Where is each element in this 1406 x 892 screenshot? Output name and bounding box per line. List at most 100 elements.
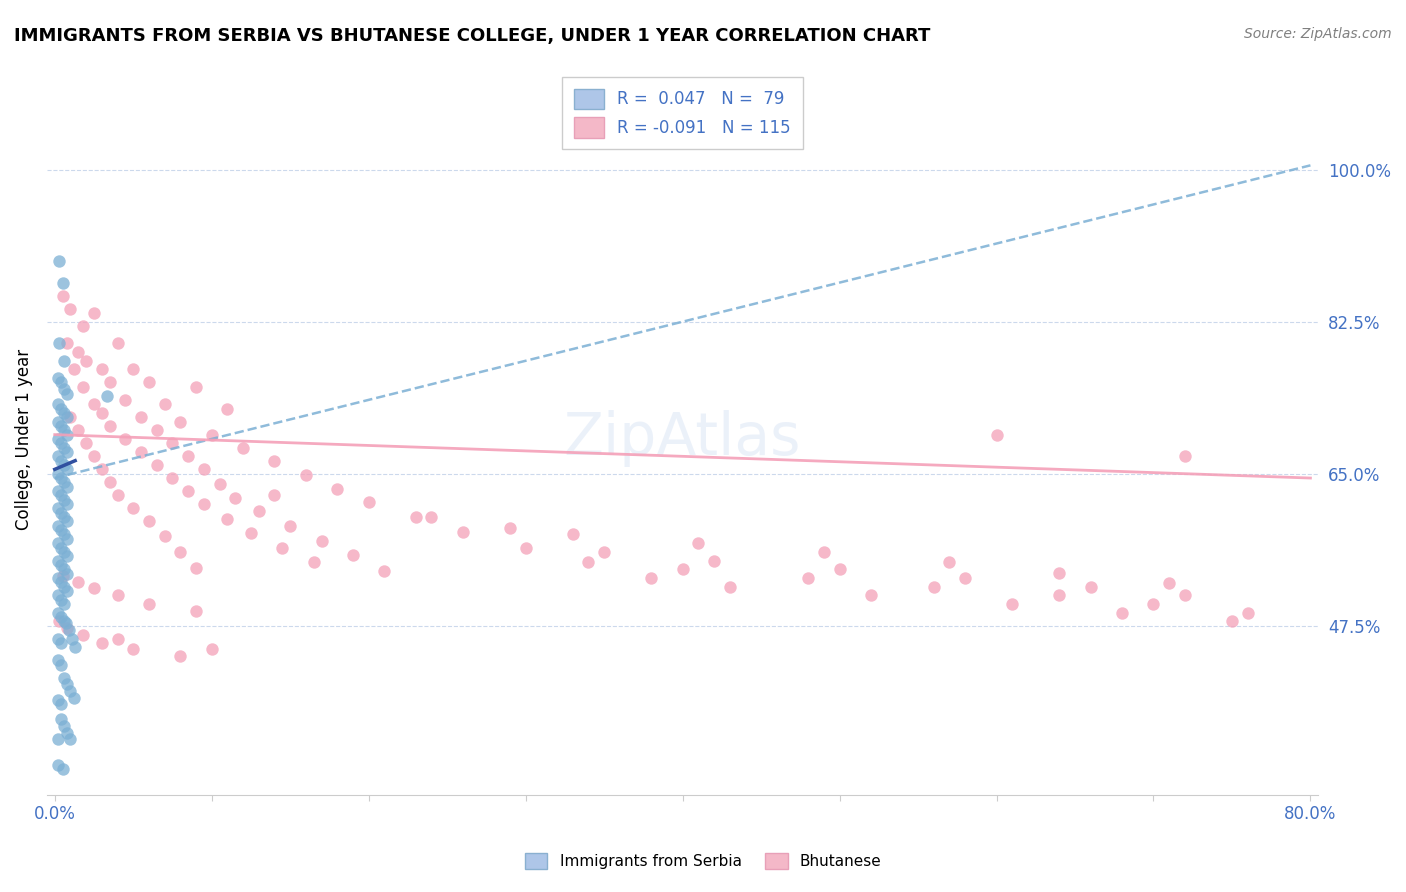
Point xyxy=(138,597,160,611)
Point xyxy=(72,628,94,642)
Point xyxy=(46,484,69,499)
Point xyxy=(67,575,90,590)
Point xyxy=(56,584,79,599)
Point xyxy=(67,345,90,359)
Point xyxy=(107,488,129,502)
Point xyxy=(52,288,75,302)
Point xyxy=(48,336,70,351)
Point xyxy=(49,376,72,390)
Point xyxy=(46,371,69,385)
Point xyxy=(46,432,69,446)
Point xyxy=(46,501,69,516)
Point xyxy=(53,671,76,685)
Point xyxy=(49,575,72,590)
Point xyxy=(56,566,79,581)
Point xyxy=(53,492,76,507)
Point xyxy=(52,762,75,776)
Point xyxy=(184,604,207,618)
Point xyxy=(46,606,69,620)
Point xyxy=(56,336,79,351)
Point xyxy=(49,506,72,520)
Point xyxy=(53,580,76,594)
Point xyxy=(953,571,976,585)
Point xyxy=(342,549,364,563)
Point xyxy=(90,636,112,650)
Point xyxy=(828,562,851,576)
Point xyxy=(49,697,72,711)
Point xyxy=(177,484,200,499)
Point xyxy=(688,536,710,550)
Legend: Immigrants from Serbia, Bhutanese: Immigrants from Serbia, Bhutanese xyxy=(519,847,887,875)
Text: Source: ZipAtlas.com: Source: ZipAtlas.com xyxy=(1244,27,1392,41)
Point xyxy=(224,491,246,505)
Point xyxy=(46,518,69,533)
Point xyxy=(1142,597,1164,611)
Point xyxy=(98,475,121,490)
Point xyxy=(169,649,191,664)
Point xyxy=(83,450,105,464)
Point xyxy=(59,683,82,698)
Point xyxy=(451,524,474,539)
Point xyxy=(1159,576,1181,591)
Point xyxy=(75,353,97,368)
Point xyxy=(561,527,583,541)
Point xyxy=(53,423,76,437)
Point xyxy=(53,458,76,472)
Point xyxy=(49,636,72,650)
Point xyxy=(62,362,84,376)
Point xyxy=(46,731,69,746)
Point xyxy=(98,376,121,390)
Point xyxy=(169,415,191,429)
Point xyxy=(263,453,285,467)
Point xyxy=(46,450,69,464)
Point xyxy=(49,592,72,607)
Point xyxy=(90,362,112,376)
Point xyxy=(1111,606,1133,620)
Point xyxy=(1236,606,1258,620)
Point xyxy=(938,555,960,569)
Point xyxy=(138,376,160,390)
Point xyxy=(56,621,79,635)
Point xyxy=(55,616,77,631)
Point xyxy=(46,757,69,772)
Point xyxy=(1080,580,1102,594)
Point xyxy=(53,475,76,490)
Point xyxy=(922,580,945,594)
Point xyxy=(72,380,94,394)
Point xyxy=(56,410,79,425)
Point xyxy=(107,632,129,646)
Point xyxy=(56,532,79,546)
Point xyxy=(232,441,254,455)
Point xyxy=(49,657,72,672)
Point xyxy=(718,580,741,594)
Point xyxy=(53,382,76,396)
Point xyxy=(53,527,76,541)
Point xyxy=(46,536,69,550)
Point xyxy=(56,725,79,739)
Point xyxy=(60,632,83,646)
Point xyxy=(46,653,69,667)
Point xyxy=(62,690,84,705)
Point xyxy=(797,571,820,585)
Point xyxy=(56,427,79,442)
Point xyxy=(145,458,167,472)
Point xyxy=(703,553,725,567)
Text: IMMIGRANTS FROM SERBIA VS BHUTANESE COLLEGE, UNDER 1 YEAR CORRELATION CHART: IMMIGRANTS FROM SERBIA VS BHUTANESE COLL… xyxy=(14,27,931,45)
Point xyxy=(53,597,76,611)
Legend: R =  0.047   N =  79, R = -0.091   N = 115: R = 0.047 N = 79, R = -0.091 N = 115 xyxy=(562,77,803,149)
Point xyxy=(1001,597,1024,611)
Point xyxy=(49,712,72,726)
Point xyxy=(193,497,215,511)
Point xyxy=(58,623,80,637)
Point xyxy=(56,445,79,459)
Point xyxy=(217,401,239,416)
Point xyxy=(278,518,301,533)
Point xyxy=(193,462,215,476)
Point xyxy=(162,436,184,450)
Point xyxy=(122,362,145,376)
Point xyxy=(302,555,325,569)
Point xyxy=(263,488,285,502)
Point xyxy=(49,453,72,467)
Point xyxy=(83,306,105,320)
Point xyxy=(49,436,72,450)
